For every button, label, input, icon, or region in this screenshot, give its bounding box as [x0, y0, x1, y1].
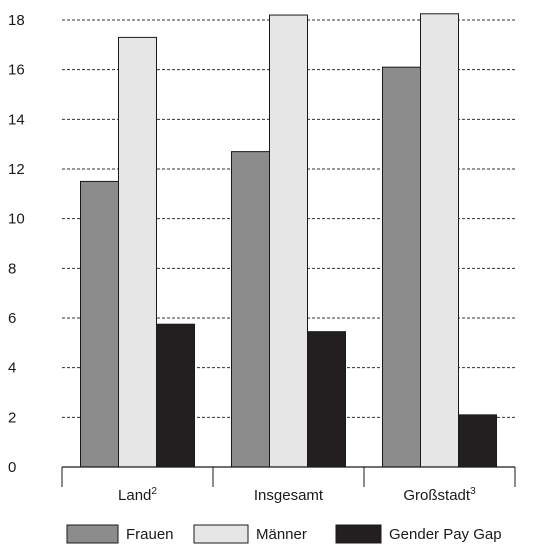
bar-gender-pay-gap-grossstadt — [458, 414, 497, 468]
legend-swatch-frauen — [66, 524, 119, 544]
bar-gender-pay-gap-land — [156, 323, 195, 468]
bar-maenner-grossstadt — [420, 13, 459, 468]
legend-label-maenner: Männer — [256, 526, 307, 543]
legend-label-gender-pay-gap: Gender Pay Gap — [389, 526, 502, 543]
y-tick-label: 6 — [8, 310, 16, 327]
category-label-grossstadt: Großstadt3 — [403, 486, 476, 504]
category-labels: Land2 Insgesamt Großstadt3 — [118, 486, 476, 504]
axes — [61, 466, 516, 487]
y-tick-label: 16 — [8, 62, 25, 79]
y-tick-label: 2 — [8, 409, 16, 426]
bars — [80, 13, 497, 468]
y-tick-label: 8 — [8, 260, 16, 277]
y-tick-label: 4 — [8, 360, 16, 377]
legend-swatch-gender-pay-gap — [335, 524, 382, 544]
y-axis-ticks: 0 2 4 6 8 10 12 14 16 18 — [8, 12, 25, 476]
legend: Frauen Männer Gender Pay Gap — [66, 524, 502, 544]
bar-gender-pay-gap-insgesamt — [307, 331, 346, 468]
y-tick-label: 14 — [8, 111, 25, 128]
bar-frauen-insgesamt — [231, 151, 270, 468]
bar-maenner-insgesamt — [269, 14, 308, 468]
y-tick-label: 12 — [8, 161, 25, 178]
category-label-insgesamt: Insgesamt — [254, 487, 324, 504]
y-tick-label: 0 — [8, 459, 16, 476]
legend-label-frauen: Frauen — [126, 526, 174, 543]
category-label-land: Land2 — [118, 486, 157, 504]
y-tick-label: 10 — [8, 211, 25, 228]
bar-maenner-land — [118, 36, 157, 468]
bar-frauen-land — [80, 180, 119, 468]
y-tick-label: 18 — [8, 12, 25, 29]
bar-frauen-grossstadt — [382, 66, 421, 468]
legend-swatch-maenner — [193, 524, 249, 544]
